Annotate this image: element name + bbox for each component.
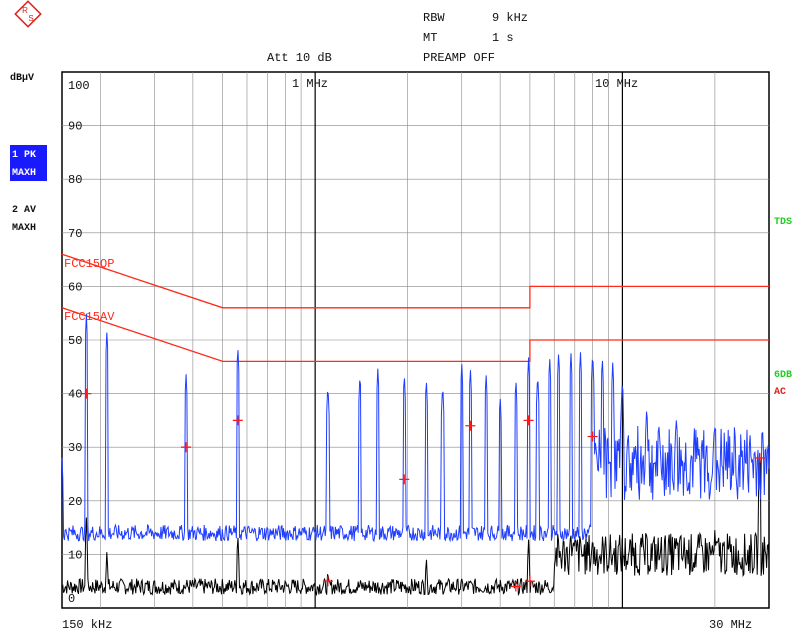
rbw-value: 9 kHz (492, 11, 528, 25)
traces (61, 313, 770, 597)
limit-lines (61, 253, 769, 363)
svg-text:S: S (28, 14, 33, 23)
peak-marker (322, 576, 333, 587)
peak-marker (232, 415, 243, 426)
y-tick-label: 70 (68, 227, 82, 241)
markers (81, 388, 765, 592)
rs-logo: R S (14, 0, 42, 28)
y-tick-labels: 0 10 20 30 40 50 60 70 80 90 100 (68, 79, 90, 606)
limit-label-qp: FCC15QP (64, 257, 114, 271)
peak-marker (181, 442, 192, 453)
peak-marker (81, 388, 92, 399)
trace-peak (61, 313, 770, 543)
y-tick-label: 40 (68, 388, 82, 402)
rbw-label: RBW (423, 11, 445, 25)
mt-label: MT (423, 31, 437, 45)
preamp-label: PREAMP OFF (423, 51, 495, 65)
unit-label: dBµV (10, 72, 34, 84)
tds-label: TDS (774, 217, 792, 228)
x-end-label: 30 MHz (709, 618, 752, 632)
trace1-badge (10, 145, 47, 181)
y-tick-label: 30 (68, 441, 82, 455)
y-tick-label: 60 (68, 280, 82, 294)
y-tick-label: 10 (68, 548, 82, 562)
ac-label: AC (774, 387, 786, 398)
mt-value: 1 s (492, 31, 514, 45)
limit-label-av: FCC15AV (64, 310, 115, 324)
peak-marker (523, 415, 534, 426)
peak-marker (465, 420, 476, 431)
trace1-line1: 1 PK (12, 150, 36, 161)
y-tick-label: 100 (68, 79, 90, 93)
svg-text:R: R (22, 6, 28, 15)
y-tick-label: 50 (68, 334, 82, 348)
trace-average (61, 452, 770, 597)
trace1-line2: MAXH (12, 168, 36, 179)
y-tick-label: 90 (68, 120, 82, 134)
x-marker-10mhz: 10 MHz (595, 77, 638, 91)
att-label: Att 10 dB (267, 51, 332, 65)
trace2-line1: 2 AV (12, 205, 36, 216)
x-start-label: 150 kHz (62, 618, 112, 632)
x-marker-1mhz: 1 MHz (292, 77, 328, 91)
y-tick-label: 0 (68, 592, 75, 606)
y-tick-label: 20 (68, 495, 82, 509)
y-tick-label: 80 (68, 173, 82, 187)
trace2-line2: MAXH (12, 223, 36, 234)
limit-line (61, 307, 769, 363)
peak-marker (399, 474, 410, 485)
peak-marker (524, 576, 535, 587)
peak-marker (754, 452, 765, 463)
6db-label: 6DB (774, 370, 792, 381)
limit-line (61, 253, 769, 309)
peak-marker (510, 581, 521, 592)
peak-marker (587, 431, 598, 442)
